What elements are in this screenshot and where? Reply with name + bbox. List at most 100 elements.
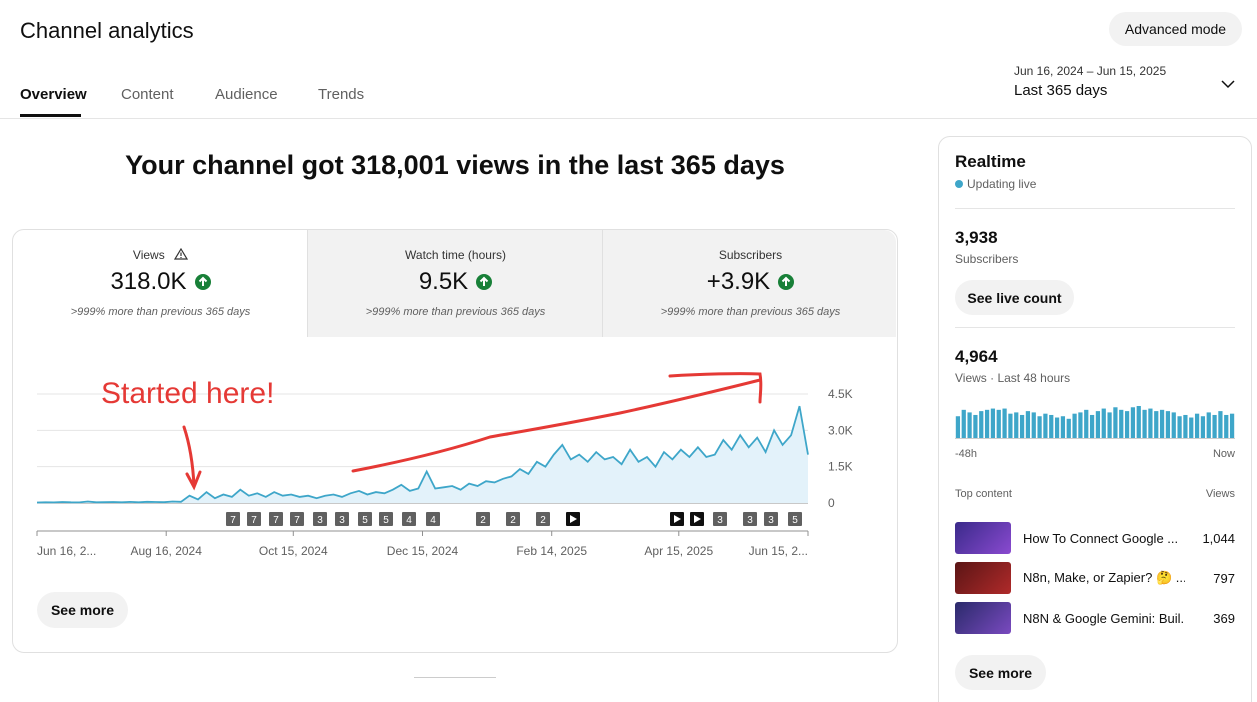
views-column: Views bbox=[1205, 488, 1235, 500]
realtime-bar bbox=[1043, 413, 1048, 438]
video-marker-label: 4 bbox=[430, 515, 436, 526]
x-tick-label: Jun 16, 2... bbox=[37, 544, 96, 558]
video-marker bbox=[335, 512, 349, 526]
thumbnail bbox=[955, 602, 1011, 634]
tab[interactable]: Audience bbox=[215, 86, 278, 103]
live-dot bbox=[955, 180, 963, 188]
video-marker-label: 7 bbox=[230, 515, 236, 526]
realtime-bar bbox=[1119, 409, 1124, 438]
video-marker-label: 4 bbox=[406, 515, 412, 526]
annotation-arrow bbox=[351, 372, 763, 473]
video-marker bbox=[379, 512, 393, 526]
up-icon bbox=[778, 274, 795, 290]
video-marker-label: 3 bbox=[747, 515, 753, 526]
subscriber-count: 3,938 bbox=[955, 228, 998, 247]
x-tick-label: Apr 15, 2025 bbox=[644, 544, 713, 558]
live-count-button[interactable]: See live count bbox=[955, 280, 1074, 315]
realtime-bar bbox=[996, 409, 1001, 438]
video-marker bbox=[476, 512, 490, 526]
tab[interactable]: Content bbox=[121, 86, 174, 103]
advanced-mode-button[interactable]: Advanced mode bbox=[1109, 12, 1242, 46]
realtime-bar bbox=[1049, 414, 1054, 438]
video-marker-label: 3 bbox=[717, 515, 723, 526]
realtime-bar bbox=[961, 409, 966, 438]
video-marker-label: 7 bbox=[273, 515, 279, 526]
start-label: -48h bbox=[955, 448, 978, 460]
realtime-bar bbox=[1037, 416, 1042, 438]
realtime-bar bbox=[979, 411, 984, 438]
see-more-button[interactable]: See more bbox=[955, 655, 1046, 690]
views-label: Views · Last 48 hours bbox=[955, 371, 1071, 385]
video-marker bbox=[358, 512, 372, 526]
metric[interactable]: Views 318.0K >999% more than previous 36… bbox=[13, 230, 308, 337]
metric-note: >999% more than previous 365 days bbox=[660, 306, 841, 318]
metric-label: Views bbox=[132, 248, 165, 262]
realtime-bar bbox=[1165, 411, 1171, 438]
realtime-bar bbox=[1066, 418, 1071, 438]
x-tick-label: Aug 16, 2024 bbox=[131, 544, 203, 558]
video-marker bbox=[226, 512, 240, 526]
video-marker-label: 3 bbox=[339, 515, 345, 526]
realtime-bar bbox=[1171, 412, 1176, 438]
content-row[interactable]: N8N & Google Gemini: Buil... 369 bbox=[955, 602, 1235, 634]
realtime-bar bbox=[1136, 406, 1141, 438]
top-content-label: Top content bbox=[955, 488, 1012, 500]
content-row[interactable]: How To Connect Google ... 1,044 bbox=[955, 522, 1235, 554]
thumbnail bbox=[955, 522, 1011, 554]
realtime-bar bbox=[1014, 412, 1019, 438]
video-marker-label: 7 bbox=[294, 515, 300, 526]
metric[interactable]: Subscribers +3.9K >999% more than previo… bbox=[603, 230, 898, 337]
video-marker bbox=[313, 512, 327, 526]
dropdown-icon[interactable] bbox=[1220, 76, 1236, 92]
y-tick-label: 4.5K bbox=[828, 387, 853, 401]
realtime-title: Realtime bbox=[955, 152, 1026, 171]
realtime-bars bbox=[955, 406, 1235, 439]
realtime-bar bbox=[1142, 409, 1147, 438]
realtime-bar bbox=[1101, 408, 1106, 438]
up-icon bbox=[194, 274, 211, 290]
page-title: Channel analytics bbox=[20, 18, 194, 43]
divider bbox=[955, 208, 1235, 209]
realtime-bar bbox=[1060, 416, 1066, 438]
video-marker bbox=[743, 512, 757, 526]
video-marker-label: 5 bbox=[362, 515, 368, 526]
date-range[interactable]: Jun 16, 2024 – Jun 15, 2025 bbox=[1014, 64, 1167, 78]
video-marker bbox=[506, 512, 520, 526]
up-icon bbox=[476, 274, 493, 290]
content-views: 369 bbox=[1213, 610, 1235, 626]
headline: Your channel got 318,001 views in the la… bbox=[125, 150, 785, 180]
see-more-button[interactable]: See more bbox=[37, 592, 128, 628]
annotation-arrow bbox=[182, 425, 202, 491]
play-icon bbox=[694, 515, 701, 523]
content-row[interactable]: N8n, Make, or Zapier? 🤔 ... 797 bbox=[955, 562, 1235, 594]
realtime-bar bbox=[1177, 416, 1182, 438]
y-tick-label: 3.0K bbox=[828, 423, 853, 437]
metric-separator bbox=[602, 230, 603, 337]
tab[interactable]: Overview bbox=[20, 86, 87, 103]
realtime-bar bbox=[1194, 413, 1200, 438]
realtime-bar bbox=[990, 408, 996, 438]
video-marker bbox=[290, 512, 304, 526]
area bbox=[37, 406, 808, 503]
metric-label: Subscribers bbox=[718, 248, 783, 262]
realtime-bar bbox=[1019, 414, 1025, 438]
tab-underline bbox=[20, 114, 81, 117]
realtime-bar bbox=[1183, 414, 1188, 438]
date-period[interactable]: Last 365 days bbox=[1014, 82, 1108, 99]
content-views: 1,044 bbox=[1202, 530, 1235, 546]
tab[interactable]: Trends bbox=[318, 86, 365, 103]
metric-value: 318.0K bbox=[110, 268, 187, 295]
video-marker bbox=[713, 512, 727, 526]
realtime-bar bbox=[1031, 412, 1036, 438]
realtime-bar bbox=[1095, 411, 1101, 438]
play-icon bbox=[570, 515, 577, 523]
realtime-bar bbox=[1159, 409, 1165, 438]
divider bbox=[955, 327, 1235, 328]
realtime-bar bbox=[955, 416, 961, 438]
metric[interactable]: Watch time (hours) 9.5K >999% more than … bbox=[308, 230, 603, 337]
video-marker-label: 2 bbox=[510, 515, 516, 526]
realtime-bar bbox=[1089, 414, 1095, 438]
video-marker-label: 5 bbox=[383, 515, 389, 526]
realtime-bar bbox=[1113, 407, 1118, 438]
